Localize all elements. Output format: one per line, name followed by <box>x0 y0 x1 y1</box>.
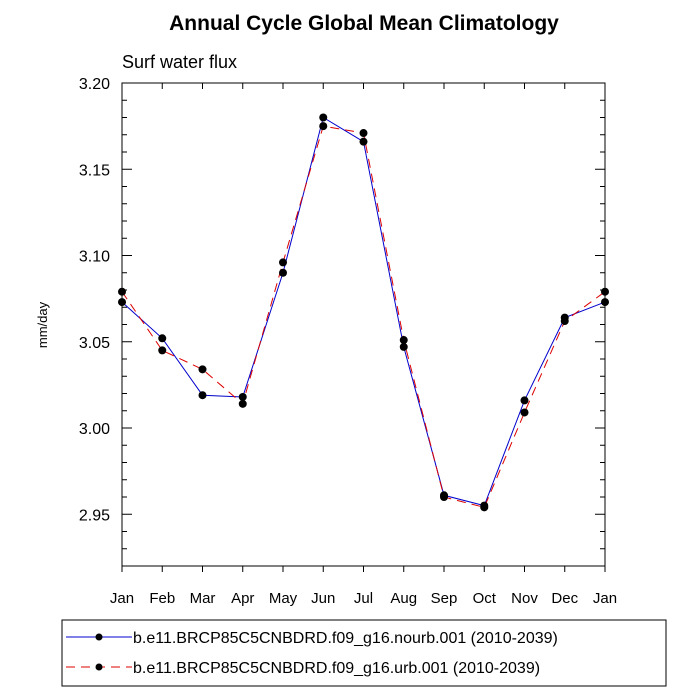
x-tick-label: Sep <box>431 590 458 607</box>
x-tick-label: May <box>269 590 298 607</box>
x-tick-label: Jan <box>110 590 134 607</box>
data-point-s2 <box>601 287 609 296</box>
y-tick-label: 3.05 <box>79 335 110 352</box>
data-point-s2 <box>560 317 569 326</box>
data-point-s1 <box>158 334 167 343</box>
legend-item-2: b.e11.BRCP85C5CNBDRD.f09_g16.urb.001 (20… <box>66 660 540 677</box>
legend-item-1: b.e11.BRCP85C5CNBDRD.f09_g16.nourb.001 (… <box>66 630 558 647</box>
x-tick-label: Nov <box>511 590 538 607</box>
data-point-s1 <box>319 113 328 122</box>
y-tick-label: 3.20 <box>79 76 110 93</box>
x-tick-label: Aug <box>390 590 417 607</box>
data-point-s2 <box>158 346 167 355</box>
chart-subtitle: Surf water flux <box>122 52 237 72</box>
data-point-s1 <box>399 342 408 351</box>
legend-label-2: b.e11.BRCP85C5CNBDRD.f09_g16.urb.001 (20… <box>133 660 540 677</box>
x-tick-label: Dec <box>551 590 578 607</box>
y-tick-label: 2.95 <box>79 507 110 524</box>
data-point-s2 <box>319 122 328 131</box>
x-tick-labels: Jan Feb Mar Apr May Jun Jul Aug Sep Oct Nov Dec Jan <box>110 590 617 607</box>
data-point-s1 <box>198 391 207 400</box>
data-point-s1 <box>279 268 287 277</box>
series-lines <box>121 116 606 508</box>
data-point-s2 <box>440 493 448 501</box>
data-point-s1 <box>359 137 368 146</box>
series-line-2 <box>121 125 606 508</box>
y-axis-label: mm/day <box>35 301 50 348</box>
y-tick-label: 3.00 <box>79 421 110 438</box>
data-point-s2 <box>359 129 368 138</box>
x-tick-label: Jun <box>311 590 335 607</box>
series-points <box>118 113 609 512</box>
data-point-s2 <box>238 399 247 408</box>
legend-marker-2 <box>95 663 103 671</box>
legend-label-1: b.e11.BRCP85C5CNBDRD.f09_g16.nourb.001 (… <box>133 630 558 647</box>
axis-ticks <box>121 82 606 572</box>
data-point-s2 <box>279 258 287 267</box>
y-tick-label: 3.15 <box>79 162 110 179</box>
data-point-s2 <box>198 365 207 374</box>
legend-marker-1 <box>95 633 103 641</box>
data-point-s2 <box>399 336 408 345</box>
data-point-s1 <box>118 298 126 307</box>
y-tick-labels: 3.20 3.15 3.10 3.05 3.00 2.95 <box>79 76 110 524</box>
plot-frame <box>121 82 606 567</box>
x-tick-label: Mar <box>190 590 216 607</box>
x-tick-label: Jan <box>593 590 617 607</box>
x-tick-label: Apr <box>231 590 254 607</box>
data-point-s2 <box>520 408 529 417</box>
data-point-s1 <box>601 298 609 307</box>
series-line-1 <box>121 116 606 507</box>
data-point-s2 <box>480 503 489 512</box>
x-tick-label: Jul <box>354 590 373 607</box>
x-tick-label: Feb <box>149 590 175 607</box>
chart-title: Annual Cycle Global Mean Climatology <box>169 12 559 35</box>
data-point-s1 <box>238 392 247 401</box>
data-point-s2 <box>118 287 126 296</box>
data-point-s1 <box>520 396 529 405</box>
x-tick-label: Oct <box>473 590 497 607</box>
y-tick-label: 3.10 <box>79 249 110 266</box>
legend-box <box>61 619 667 687</box>
